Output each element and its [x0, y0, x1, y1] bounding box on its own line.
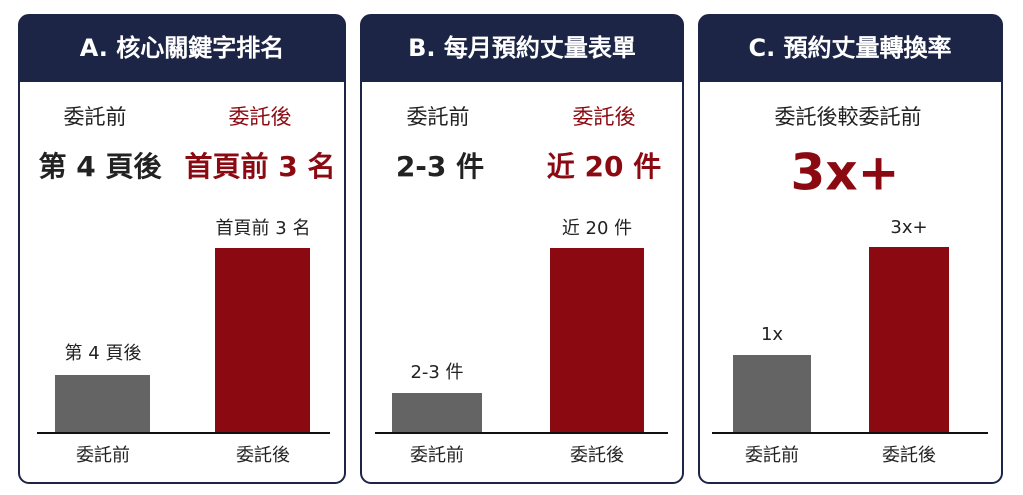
- bar-label: 1x: [761, 324, 783, 345]
- panel-c: C. 預約丈量轉換率 委託後較委託前 3x+ 1x 3x+ 委託前 委託後: [698, 14, 1003, 484]
- bar-label: 近 20 件: [562, 218, 632, 239]
- header: C. 預約丈量轉換率: [748, 34, 951, 62]
- after-label: 委託後: [573, 105, 636, 129]
- header-bar: [19, 15, 345, 82]
- bar-label: 第 4 頁後: [65, 343, 142, 364]
- header: B. 每月預約丈量表單: [408, 34, 636, 62]
- bar: [550, 248, 644, 433]
- bar: [392, 393, 482, 433]
- headline: 3x+: [791, 144, 900, 202]
- bar-label: 3x+: [890, 217, 927, 238]
- bar-label: 首頁前 3 名: [216, 218, 311, 239]
- before-value: 2-3 件: [396, 150, 484, 183]
- category-label: 委託後: [570, 445, 624, 466]
- category-label: 委託前: [745, 445, 799, 466]
- panel-a: A. 核心關鍵字排名 委託前 委託後 第 4 頁後 首頁前 3 名 第 4 頁後…: [18, 14, 346, 484]
- after-value: 首頁前 3 名: [185, 150, 336, 183]
- before-label: 委託前: [407, 105, 470, 129]
- header-bar: [361, 15, 683, 82]
- bar: [869, 247, 949, 433]
- panel-b: B. 每月預約丈量表單 委託前 委託後 2-3 件 近 20 件 2-3 件 近…: [360, 14, 684, 484]
- category-label: 委託前: [410, 445, 464, 466]
- header-bar: [699, 15, 1002, 82]
- bar: [55, 375, 150, 433]
- category-label: 委託後: [236, 445, 290, 466]
- after-value: 近 20 件: [547, 150, 661, 183]
- bar-label: 2-3 件: [410, 362, 463, 383]
- category-label: 委託後: [882, 445, 936, 466]
- before-label: 委託前: [64, 105, 127, 129]
- bar: [733, 355, 811, 433]
- bar: [215, 248, 310, 433]
- header: A. 核心關鍵字排名: [80, 34, 285, 62]
- category-label: 委託前: [76, 445, 130, 466]
- subtitle: 委託後較委託前: [775, 105, 922, 129]
- after-label: 委託後: [229, 105, 292, 129]
- before-value: 第 4 頁後: [39, 150, 163, 183]
